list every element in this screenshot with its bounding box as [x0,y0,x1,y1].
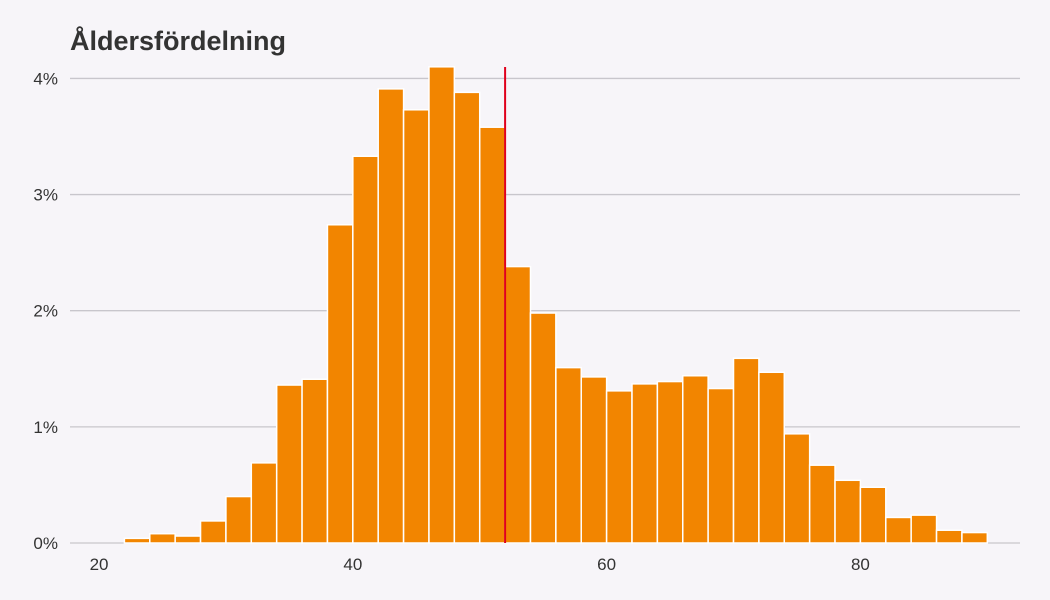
x-tick-label: 20 [90,555,109,574]
y-tick-label: 2% [33,302,58,321]
histogram-bar [453,91,481,544]
histogram-bar [199,520,227,544]
y-axis-ticks: 0% 1% 2% 3% 4% [33,69,58,553]
histogram-bar [910,514,938,544]
histogram-bar [478,126,506,544]
histogram-bar [377,88,405,544]
histogram-bar [783,433,811,544]
x-axis-ticks: 20 40 60 80 [90,555,870,574]
histogram-bar [555,366,582,544]
bars [123,66,989,544]
histogram-bar [225,495,253,544]
histogram-bar [935,529,963,544]
histogram-bar [250,462,278,544]
histogram-bar [758,371,786,544]
histogram-bar [402,109,430,544]
histogram-bar [174,535,202,544]
histogram-bar [885,516,912,544]
y-tick-label: 4% [33,69,58,88]
histogram-bar [352,155,379,544]
histogram-bar [808,464,836,544]
chart-title: Åldersfördelning [70,26,287,56]
histogram-bar [301,378,329,544]
histogram-bar [605,390,633,544]
y-tick-label: 1% [33,418,58,437]
histogram-bar [631,383,659,544]
x-tick-label: 40 [343,555,362,574]
histogram-bar [275,384,303,544]
histogram-bar [529,312,557,544]
histogram-bar [504,265,532,544]
histogram-bar [707,387,735,544]
histogram-bar [834,479,862,544]
histogram-bar [682,375,709,544]
histogram-bar [580,376,608,544]
histogram-bar [326,224,354,544]
histogram-bar [859,486,887,544]
histogram-bar [656,380,684,544]
x-tick-label: 60 [597,555,616,574]
histogram-bar [961,531,989,544]
histogram-bar [428,66,456,544]
y-tick-label: 0% [33,534,58,553]
histogram-bar [732,357,760,544]
x-tick-label: 80 [851,555,870,574]
histogram-bar [149,532,176,544]
y-tick-label: 3% [33,186,58,205]
histogram-bar [123,537,151,544]
